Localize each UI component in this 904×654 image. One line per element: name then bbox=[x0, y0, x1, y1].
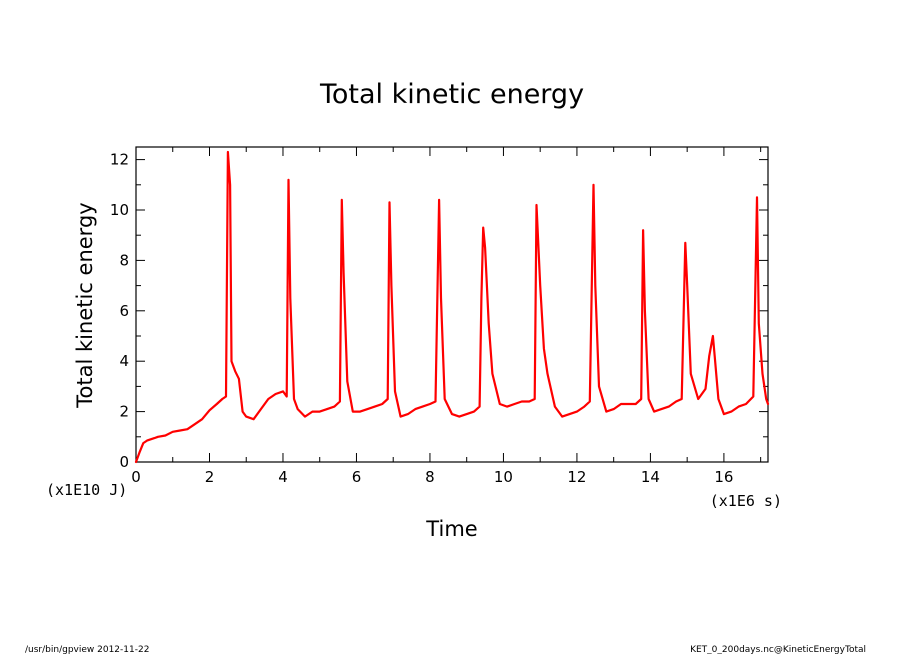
y-tick-label: 4 bbox=[119, 352, 129, 370]
y-tick-label: 10 bbox=[110, 201, 129, 219]
footer-right: KET_0_200days.nc@KineticEnergyTotal bbox=[690, 645, 866, 654]
chart-title: Total kinetic energy bbox=[319, 79, 584, 110]
x-tick-label: 12 bbox=[567, 468, 586, 486]
x-tick-label: 0 bbox=[131, 468, 141, 486]
y-tick-label: 8 bbox=[119, 251, 129, 269]
y-tick-label: 6 bbox=[119, 302, 129, 320]
y-tick-label: 0 bbox=[119, 453, 129, 471]
y-tick-label: 2 bbox=[119, 403, 129, 421]
y-axis-label: Total kinetic energy bbox=[73, 202, 97, 408]
series-line-0 bbox=[134, 150, 770, 464]
plot-border bbox=[135, 146, 769, 463]
y-tick-label: 12 bbox=[110, 151, 129, 169]
x-unit-label: (x1E6 s) bbox=[710, 492, 782, 510]
x-tick-label: 14 bbox=[641, 468, 660, 486]
x-tick-label: 8 bbox=[425, 468, 435, 486]
x-axis-label: Time bbox=[425, 517, 477, 541]
series-layer bbox=[134, 150, 770, 464]
y-unit-label: (x1E10 J) bbox=[46, 481, 127, 499]
plot-frame bbox=[135, 146, 769, 463]
x-tick-label: 16 bbox=[714, 468, 733, 486]
x-tick-label: 10 bbox=[494, 468, 513, 486]
y-axis: 0 2 4 6 8 10 12 bbox=[110, 151, 768, 471]
x-tick-label: 4 bbox=[278, 468, 288, 486]
x-axis: 0 2 4 6 8 10 12 14 16 bbox=[131, 147, 762, 486]
x-tick-label: 6 bbox=[352, 468, 362, 486]
x-tick-label: 2 bbox=[205, 468, 215, 486]
footer-left: /usr/bin/gpview 2012-11-22 bbox=[25, 645, 149, 654]
